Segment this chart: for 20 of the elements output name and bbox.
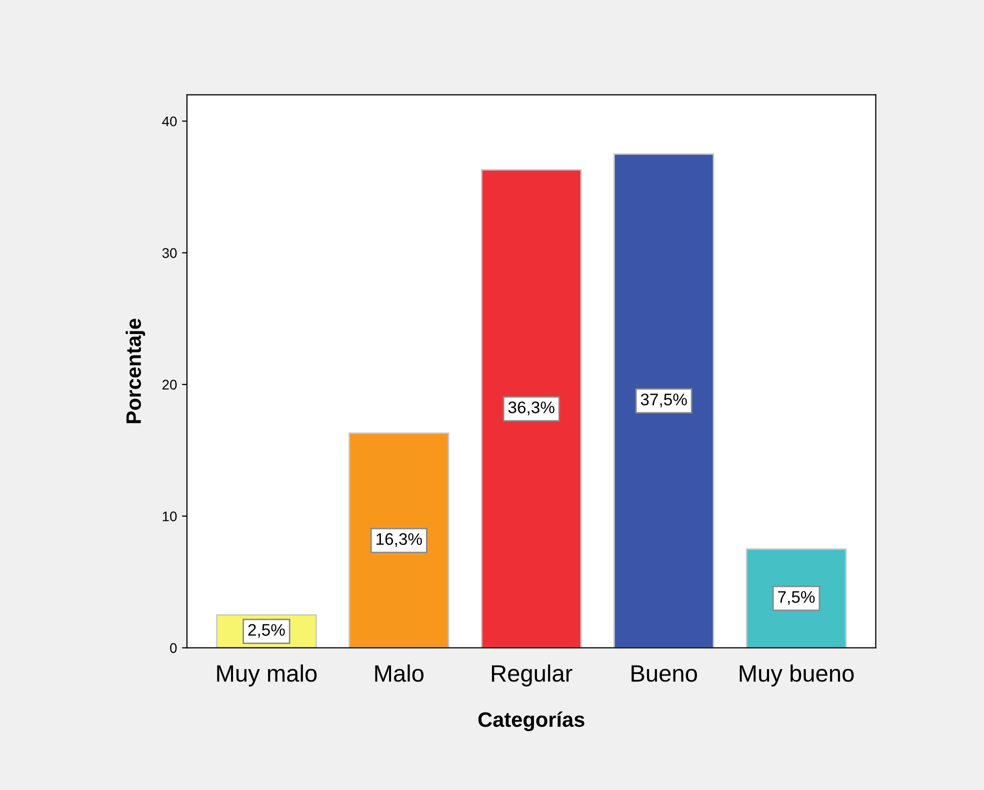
x-tick-label: Muy bueno bbox=[740, 664, 854, 686]
y-tick-label: 0 bbox=[170, 643, 177, 653]
data-label: 2,5% bbox=[248, 624, 285, 638]
x-tick-label: Regular bbox=[492, 664, 572, 686]
data-label: 36,3% bbox=[508, 401, 554, 416]
y-axis-title: Porcentaje bbox=[126, 318, 146, 424]
x-tick-label: Muy malo bbox=[217, 664, 317, 686]
x-axis-title: Categorías bbox=[478, 711, 584, 732]
data-label: 7,5% bbox=[778, 591, 815, 605]
y-tick-label: 10 bbox=[162, 511, 177, 522]
y-tick-label: 30 bbox=[162, 248, 177, 258]
bar bbox=[613, 153, 714, 648]
bar bbox=[348, 432, 450, 648]
data-label: 16,3% bbox=[376, 533, 422, 547]
data-label: 37,5% bbox=[640, 394, 687, 408]
y-tick-label: 20 bbox=[162, 380, 177, 390]
y-tick-label: 40 bbox=[162, 116, 177, 126]
bar bbox=[480, 169, 582, 648]
x-tick-label: Malo bbox=[375, 664, 424, 682]
x-tick-label: Bueno bbox=[632, 665, 697, 682]
